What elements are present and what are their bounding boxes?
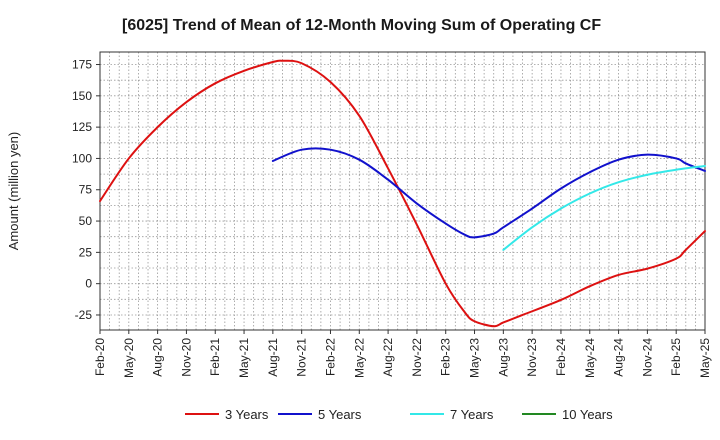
y-tick-label: 175	[72, 58, 92, 72]
plot-frame	[99, 51, 706, 331]
x-tick-label: Aug-24	[612, 338, 626, 377]
y-axis-label: Amount (million yen)	[6, 132, 21, 251]
y-tick-label: -25	[75, 308, 93, 322]
x-tick-label: Nov-22	[410, 338, 424, 377]
grid	[100, 52, 705, 330]
x-tick-label: May-21	[237, 338, 251, 378]
y-tick-label: 100	[72, 151, 92, 165]
x-tick-label: May-24	[583, 338, 597, 378]
y-tick-label: 25	[79, 245, 93, 259]
y-tick-label: 150	[72, 89, 92, 103]
x-tick-label: May-22	[352, 338, 366, 378]
x-tick-label: Nov-24	[640, 338, 654, 377]
y-axis: 175 150 125 100 75 50 25 0 -25	[72, 58, 100, 322]
y-tick-label: 75	[79, 183, 93, 197]
x-tick-label: Nov-21	[295, 338, 309, 377]
x-tick-label: May-20	[122, 338, 136, 378]
x-tick-label: Feb-25	[669, 338, 683, 376]
legend: 3 Years 5 Years 7 Years 10 Years	[185, 407, 613, 422]
chart-title: [6025] Trend of Mean of 12-Month Moving …	[122, 17, 601, 34]
x-tick-label: Nov-20	[179, 338, 193, 377]
y-tick-label: 125	[72, 120, 92, 134]
x-tick-label: May-23	[468, 338, 482, 378]
legend-label-10-years: 10 Years	[562, 407, 613, 422]
x-tick-label: Aug-22	[381, 338, 395, 377]
x-tick-label: Aug-23	[496, 338, 510, 377]
x-axis: Feb-20 May-20 Aug-20 Nov-20 Feb-21 May-21 Aug-…	[93, 330, 712, 378]
series-line-5-years	[271, 147, 706, 239]
series-line-3-years	[99, 59, 706, 328]
x-tick-label: Feb-22	[323, 338, 337, 376]
legend-label-7-years: 7 Years	[450, 407, 494, 422]
y-tick-label: 50	[79, 214, 93, 228]
x-tick-label: Aug-20	[151, 338, 165, 377]
x-tick-label: Feb-20	[93, 338, 107, 376]
y-tick-label: 0	[85, 277, 92, 291]
legend-label-3-years: 3 Years	[225, 407, 269, 422]
x-tick-label: Feb-24	[554, 338, 568, 376]
series-line-7-years	[502, 164, 706, 251]
x-tick-label: Nov-23	[525, 338, 539, 377]
x-tick-label: Feb-23	[439, 338, 453, 376]
x-tick-label: May-25	[698, 338, 712, 378]
x-tick-label: Aug-21	[266, 338, 280, 377]
x-tick-label: Feb-21	[208, 338, 222, 376]
series-layer	[99, 59, 706, 328]
legend-label-5-years: 5 Years	[318, 407, 362, 422]
